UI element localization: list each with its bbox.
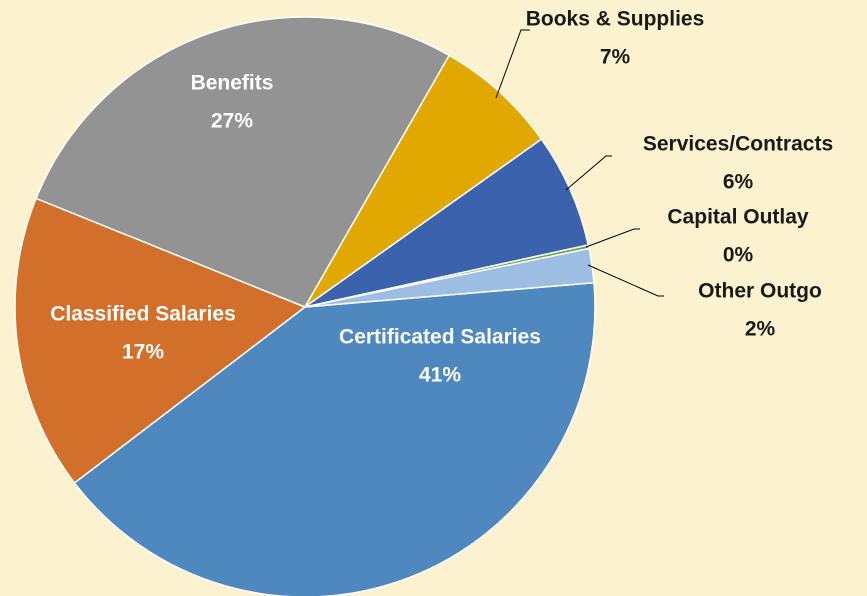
slice-label: Benefits (191, 72, 274, 95)
slice-label: Capital Outlay (667, 206, 809, 229)
slice-value-label: 17% (122, 341, 164, 364)
slice-value-label: 27% (211, 110, 253, 133)
slice-label: Other Outgo (698, 280, 822, 303)
slice-value-label: 6% (723, 171, 754, 194)
leader-line (587, 264, 664, 297)
slice-label: Services/Contracts (643, 133, 833, 156)
slice-label: Certificated Salaries (339, 326, 541, 349)
slice-value-label: 7% (600, 46, 631, 69)
slice-value-label: 0% (723, 244, 754, 267)
leader-line (495, 29, 530, 99)
slice-value-label: 41% (419, 364, 461, 387)
pie-slice (73, 281, 596, 596)
slice-value-label: 2% (745, 318, 776, 341)
pie-slice (304, 54, 543, 308)
pie-slice (304, 247, 595, 308)
leader-line (585, 228, 640, 248)
pie-slice (304, 138, 590, 308)
slice-label: Classified Salaries (50, 303, 236, 326)
leader-line (565, 155, 612, 191)
slice-label: Books & Supplies (526, 8, 705, 31)
pie-slice (14, 197, 307, 484)
